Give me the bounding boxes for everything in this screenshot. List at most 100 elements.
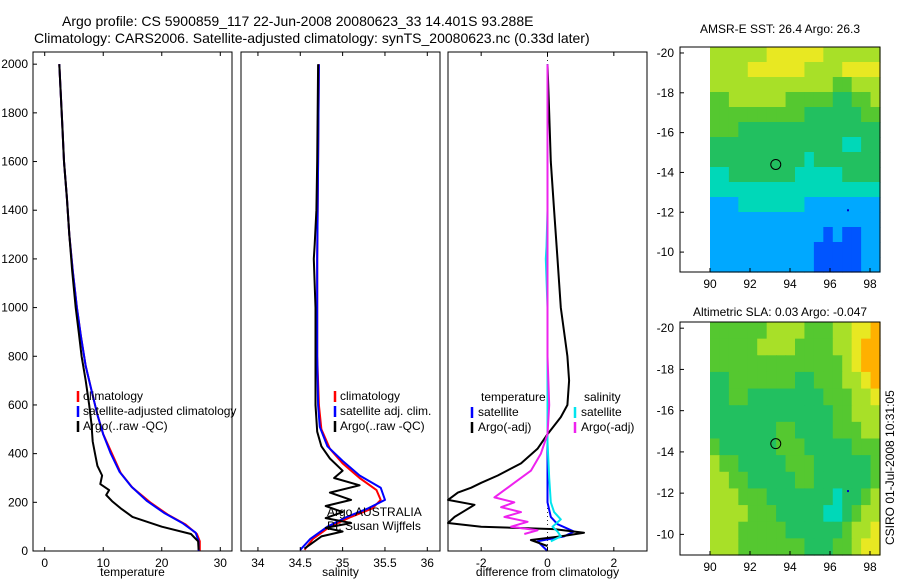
salinity-x-axis-label: salinity <box>322 565 359 579</box>
heatmap-cell <box>738 405 749 423</box>
heatmap-cell <box>776 538 787 556</box>
y-tick-label: 0 <box>21 544 28 558</box>
heatmap-cell <box>823 371 834 390</box>
heatmap-cell <box>842 355 853 373</box>
y-tick-label: -18 <box>657 362 675 376</box>
heatmap-cell <box>823 505 834 523</box>
heatmap-cell <box>766 47 777 63</box>
heatmap-cell <box>823 388 834 406</box>
heatmap-cell <box>747 521 758 539</box>
heatmap-cell <box>776 371 787 390</box>
heatmap-cell <box>832 242 843 258</box>
heatmap-cell <box>870 388 881 406</box>
heatmap-cell <box>710 122 721 138</box>
x-tick-label: 98 <box>863 277 877 291</box>
heatmap-cell <box>832 438 843 456</box>
heatmap-cell <box>738 242 749 258</box>
heatmap-cell <box>776 322 787 340</box>
heatmap-cell <box>851 371 862 390</box>
heatmap-cell <box>757 182 768 198</box>
heatmap-cell <box>710 438 721 456</box>
y-tick-label: -20 <box>657 321 675 335</box>
heatmap-cell <box>813 62 824 78</box>
x-tick-label: 0 <box>41 556 48 570</box>
heatmap-cell <box>710 92 721 108</box>
heatmap-cell <box>813 242 824 258</box>
heatmap-cell <box>719 197 730 213</box>
heatmap-cell <box>776 227 787 243</box>
heatmap-cell <box>804 227 815 243</box>
heatmap-cell <box>710 62 721 78</box>
heatmap-cell <box>861 488 872 506</box>
heatmap-cell <box>842 227 853 243</box>
heatmap-cell <box>747 438 758 456</box>
heatmap-cell <box>795 538 806 556</box>
heatmap-cell <box>851 405 862 423</box>
heatmap-cell <box>747 455 758 473</box>
heatmap-cell <box>870 455 881 473</box>
heatmap-cell <box>870 107 881 123</box>
heatmap-cell <box>804 505 815 523</box>
heatmap-cell <box>804 92 815 108</box>
heatmap-cell <box>738 438 749 456</box>
heatmap-cell <box>870 47 881 63</box>
heatmap-cell <box>757 107 768 123</box>
heatmap-cell <box>738 257 749 273</box>
heatmap-cell <box>757 322 768 340</box>
heatmap-cell <box>728 122 739 138</box>
x-tick-label: 34.5 <box>289 556 313 570</box>
heatmap-cell <box>813 388 824 406</box>
heatmap-cell <box>823 167 834 183</box>
heatmap-cell <box>719 371 730 390</box>
heatmap-cell <box>785 438 796 456</box>
heatmap-cell <box>870 257 881 273</box>
heatmap-cell <box>813 505 824 523</box>
heatmap-cell <box>728 182 739 198</box>
heatmap-cell <box>728 152 739 168</box>
heatmap-cell <box>776 47 787 63</box>
heatmap-cell <box>757 62 768 78</box>
heatmap-cell <box>851 47 862 63</box>
legend-entry: Argo(..raw -QC) <box>83 419 168 433</box>
heatmap-cell <box>766 227 777 243</box>
heatmap-cell <box>710 197 721 213</box>
heatmap-cell <box>738 371 749 390</box>
heatmap-cell <box>785 137 796 153</box>
heatmap-cell <box>747 62 758 78</box>
y-tick-label: -14 <box>657 445 675 459</box>
heatmap-cell <box>785 455 796 473</box>
heatmap-cell <box>747 137 758 153</box>
heatmap-cell <box>738 197 749 213</box>
heatmap-cell <box>738 455 749 473</box>
heatmap-cell <box>842 197 853 213</box>
heatmap-cell <box>719 438 730 456</box>
heatmap-cell <box>738 521 749 539</box>
heatmap-cell <box>804 62 815 78</box>
heatmap-cell <box>710 488 721 506</box>
x-tick-label: 92 <box>743 560 757 574</box>
sst_map-title: AMSR-E SST: 26.4 Argo: 26.3 <box>700 22 860 36</box>
series-line-satellite-adjusted-climatology <box>58 64 200 551</box>
heatmap-cell <box>719 227 730 243</box>
x-tick-label: 36 <box>421 556 435 570</box>
heatmap-cell <box>766 62 777 78</box>
y-tick-label: 400 <box>8 447 28 461</box>
heatmap-cell <box>861 152 872 168</box>
heatmap-cell <box>710 421 721 440</box>
heatmap-cell <box>823 322 834 340</box>
heatmap-cell <box>757 521 768 539</box>
heatmap-cell <box>728 521 739 539</box>
heatmap-cell <box>785 322 796 340</box>
heatmap-cell <box>804 182 815 198</box>
heatmap-cell <box>823 338 834 356</box>
heatmap-cell <box>851 488 862 506</box>
heatmap-cell <box>719 137 730 153</box>
heatmap-cell <box>766 538 777 556</box>
heatmap-cell <box>747 405 758 423</box>
heatmap-cell <box>719 355 730 373</box>
y-tick-label: 1600 <box>1 155 28 169</box>
heatmap-cell <box>710 455 721 473</box>
heatmap-cell <box>832 405 843 423</box>
heatmap-cell <box>776 62 787 78</box>
heatmap-cell <box>804 438 815 456</box>
